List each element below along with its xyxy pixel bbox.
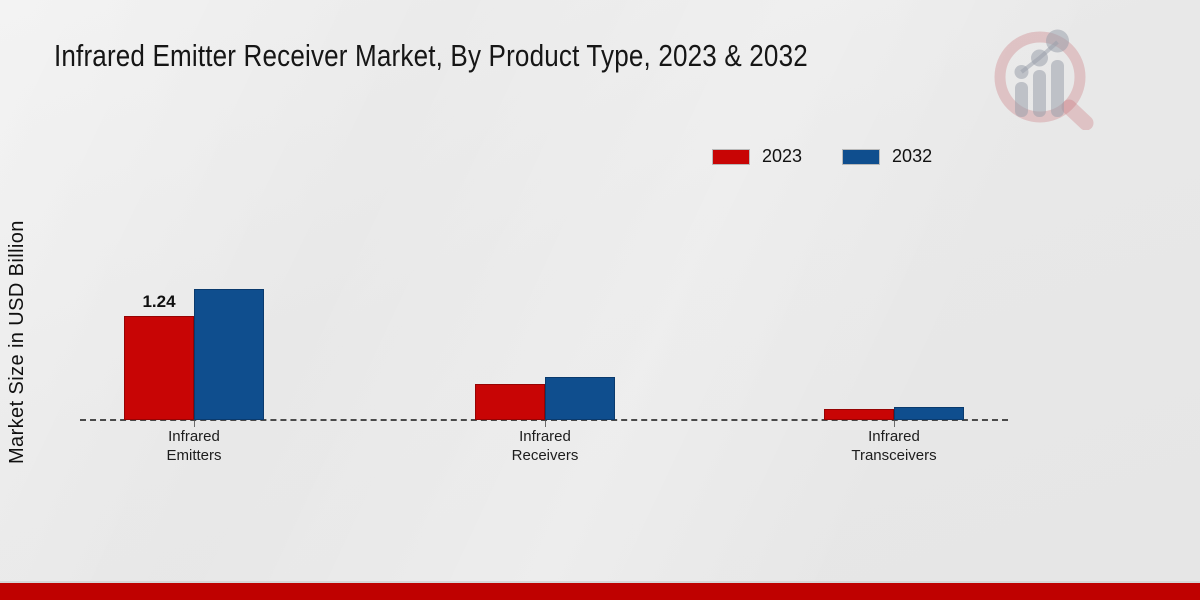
bar-2032-0	[194, 289, 264, 420]
bar-value-label: 1.24	[142, 292, 176, 311]
legend-swatch-2023	[712, 148, 750, 165]
footer-divider	[0, 581, 1200, 583]
bar-2023-2	[824, 409, 894, 420]
page-title: Infrared Emitter Receiver Market, By Pro…	[54, 38, 808, 73]
legend-item-2023: 2023	[712, 146, 802, 167]
category-label-2: Infrared Transceivers	[851, 428, 937, 464]
category-tick	[545, 421, 546, 427]
market-research-logo-icon	[994, 29, 1094, 130]
legend-label: 2032	[892, 146, 933, 166]
legend: 2023 2032	[712, 146, 932, 167]
bar-2023-0	[124, 316, 194, 420]
footer-accent-bar	[0, 583, 1200, 600]
bar-2032-2	[894, 407, 964, 420]
category-tick	[194, 421, 195, 427]
category-label-0: Infrared Emitters	[166, 428, 222, 464]
category-label-1: Infrared Receivers	[511, 428, 579, 464]
bar-2032-1	[545, 377, 615, 420]
bar-2023-1	[475, 384, 545, 420]
legend-swatch-2032	[842, 148, 881, 165]
legend-label: 2023	[762, 146, 803, 166]
x-axis-baseline	[80, 419, 1008, 421]
legend-item-2032: 2032	[842, 146, 932, 167]
category-tick	[894, 421, 895, 427]
